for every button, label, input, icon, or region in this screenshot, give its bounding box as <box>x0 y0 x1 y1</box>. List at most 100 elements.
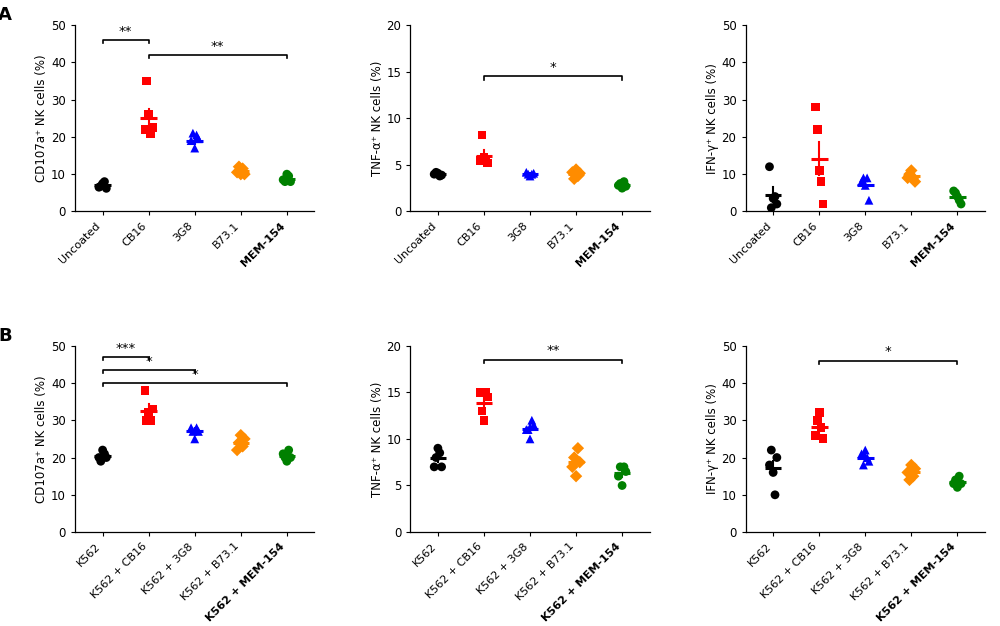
Point <box>566 453 582 463</box>
Point <box>765 468 781 478</box>
Point <box>189 130 205 140</box>
Point <box>808 102 824 112</box>
Point <box>949 483 965 493</box>
Point <box>144 123 160 133</box>
Point <box>434 170 450 180</box>
Point <box>281 445 297 455</box>
Point <box>229 445 245 455</box>
Y-axis label: CD107a⁺ NK cells (%): CD107a⁺ NK cells (%) <box>35 375 48 503</box>
Point <box>520 169 536 179</box>
Point <box>518 167 534 177</box>
Point <box>235 441 251 451</box>
Text: *: * <box>191 367 198 381</box>
Point <box>187 143 203 153</box>
Point <box>91 453 107 463</box>
Point <box>809 415 825 425</box>
Point <box>524 415 540 425</box>
Point <box>769 199 785 209</box>
Text: B: B <box>0 327 12 345</box>
Point <box>946 186 962 196</box>
Point <box>236 169 252 179</box>
Point <box>949 192 965 202</box>
Point <box>428 453 444 463</box>
Point <box>767 192 783 202</box>
Point <box>951 471 967 481</box>
Point <box>761 460 777 470</box>
Point <box>951 195 967 205</box>
Point <box>614 183 630 193</box>
Point <box>763 203 779 213</box>
Point <box>854 449 870 459</box>
Point <box>233 430 249 440</box>
Point <box>141 408 157 418</box>
Point <box>233 169 249 179</box>
Point <box>432 171 448 181</box>
Y-axis label: TNF-α⁺ NK cells (%): TNF-α⁺ NK cells (%) <box>371 61 384 176</box>
Point <box>141 110 157 120</box>
Point <box>93 456 109 466</box>
Point <box>808 430 824 440</box>
Point <box>480 392 496 402</box>
Point <box>616 177 632 187</box>
Point <box>953 479 969 489</box>
Point <box>953 199 969 209</box>
Point <box>478 155 494 165</box>
Text: **: ** <box>211 39 225 53</box>
Point <box>144 404 160 414</box>
Point <box>761 162 777 172</box>
Point <box>275 449 291 459</box>
Point <box>185 128 201 138</box>
Point <box>185 426 201 436</box>
Point <box>811 408 827 418</box>
Point <box>815 199 831 209</box>
Point <box>572 457 588 467</box>
Point <box>229 167 245 177</box>
Point <box>813 177 829 187</box>
Point <box>905 173 921 183</box>
Point <box>854 177 870 187</box>
Point <box>277 453 293 463</box>
Point <box>612 178 628 188</box>
Point <box>857 445 873 455</box>
Point <box>279 456 295 466</box>
Point <box>610 180 626 190</box>
Point <box>765 193 781 203</box>
Point <box>811 165 827 175</box>
Point <box>522 434 538 444</box>
Point <box>137 386 153 396</box>
Point <box>432 448 448 458</box>
Point <box>277 177 293 187</box>
Point <box>476 415 492 425</box>
Point <box>474 130 490 140</box>
Point <box>98 183 114 193</box>
Text: *: * <box>145 355 152 367</box>
Point <box>187 434 203 444</box>
Point <box>570 171 586 181</box>
Point <box>526 420 542 430</box>
Point <box>524 169 540 179</box>
Point <box>612 462 628 472</box>
Point <box>903 165 919 175</box>
Point <box>189 423 205 433</box>
Point <box>474 406 490 416</box>
Point <box>907 177 923 187</box>
Point <box>855 173 871 183</box>
Point <box>570 443 586 453</box>
Point <box>855 460 871 470</box>
Point <box>279 169 295 179</box>
Point <box>231 162 247 172</box>
Point <box>190 134 206 144</box>
Point <box>614 481 630 491</box>
Point <box>283 177 299 187</box>
Point <box>231 438 247 448</box>
Point <box>903 460 919 470</box>
Point <box>618 466 634 476</box>
Text: ***: *** <box>116 342 136 354</box>
Point <box>572 168 588 178</box>
Point <box>900 173 916 183</box>
Y-axis label: TNF-α⁺ NK cells (%): TNF-α⁺ NK cells (%) <box>371 381 384 496</box>
Point <box>235 163 251 173</box>
Point <box>568 165 584 175</box>
Point <box>183 423 199 433</box>
Point <box>434 462 450 472</box>
